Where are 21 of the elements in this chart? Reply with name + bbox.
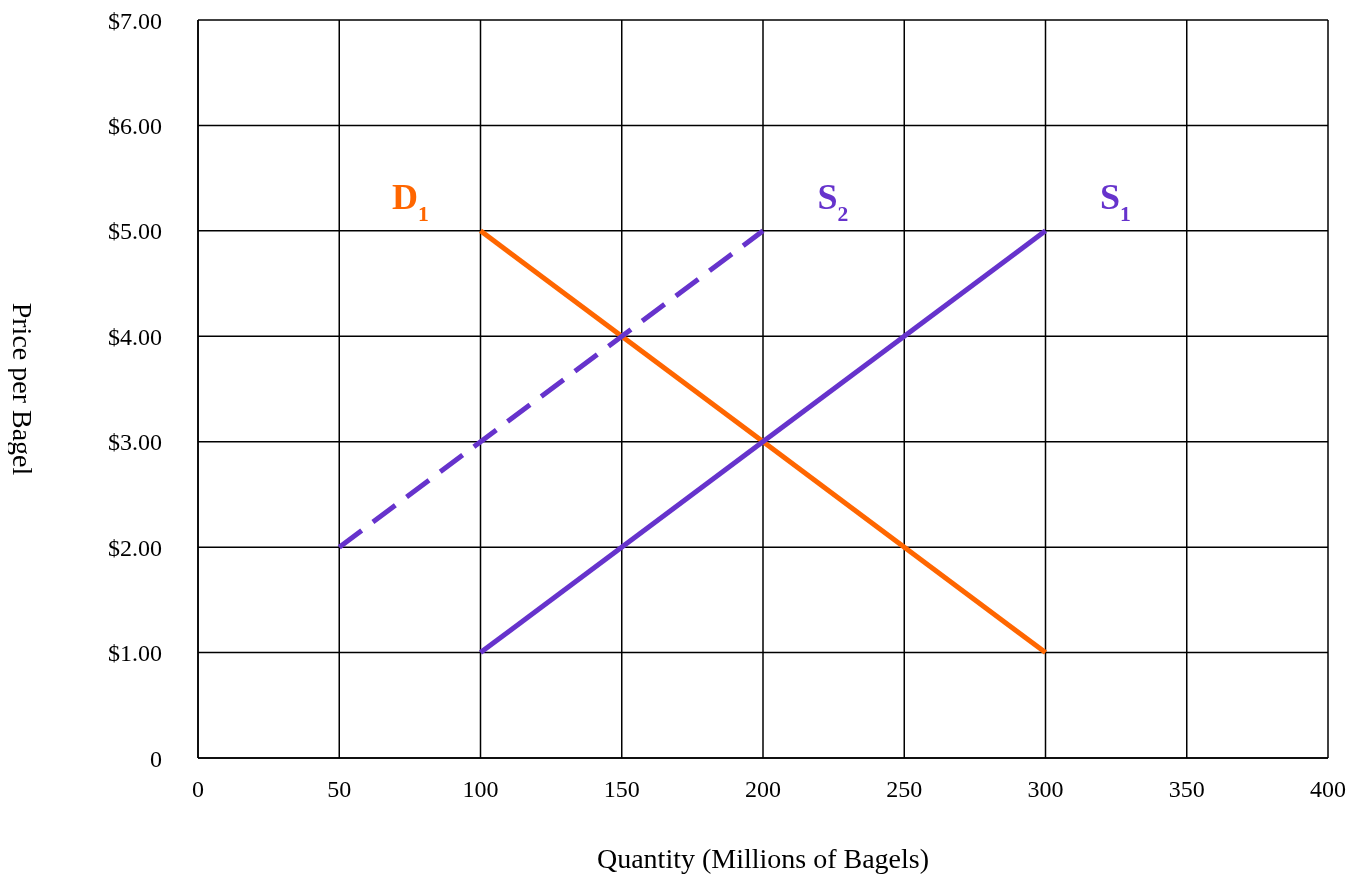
- x-tick-label: 50: [327, 776, 352, 803]
- series-label: S$_{1}$: [1100, 176, 1131, 226]
- x-tick-label: 250: [886, 776, 923, 803]
- series-label: S$_{2}$: [817, 176, 849, 226]
- y-tick-label: $2.00: [108, 534, 162, 561]
- y-tick-label: 0: [150, 745, 162, 772]
- y-tick-label: $7.00: [108, 7, 162, 34]
- x-axis-title: Quantity (Millions of Bagels): [596, 843, 930, 874]
- x-tick-label: 200: [745, 776, 781, 803]
- x-tick-label: 0: [192, 776, 204, 803]
- y-tick-label: $1.00: [108, 640, 162, 667]
- x-tick-label: 100: [462, 776, 499, 803]
- y-tick-label: $3.00: [108, 429, 162, 456]
- y-tick-label: $6.00: [108, 112, 162, 139]
- x-tick-label: 400: [1310, 776, 1346, 803]
- series-label: D$_{1}$: [392, 176, 429, 226]
- x-tick-label: 150: [603, 776, 640, 803]
- x-tick-label: 300: [1027, 776, 1064, 803]
- y-tick-label: $5.00: [108, 218, 162, 245]
- y-tick-label: $4.00: [108, 323, 162, 350]
- x-tick-label: 350: [1168, 776, 1205, 803]
